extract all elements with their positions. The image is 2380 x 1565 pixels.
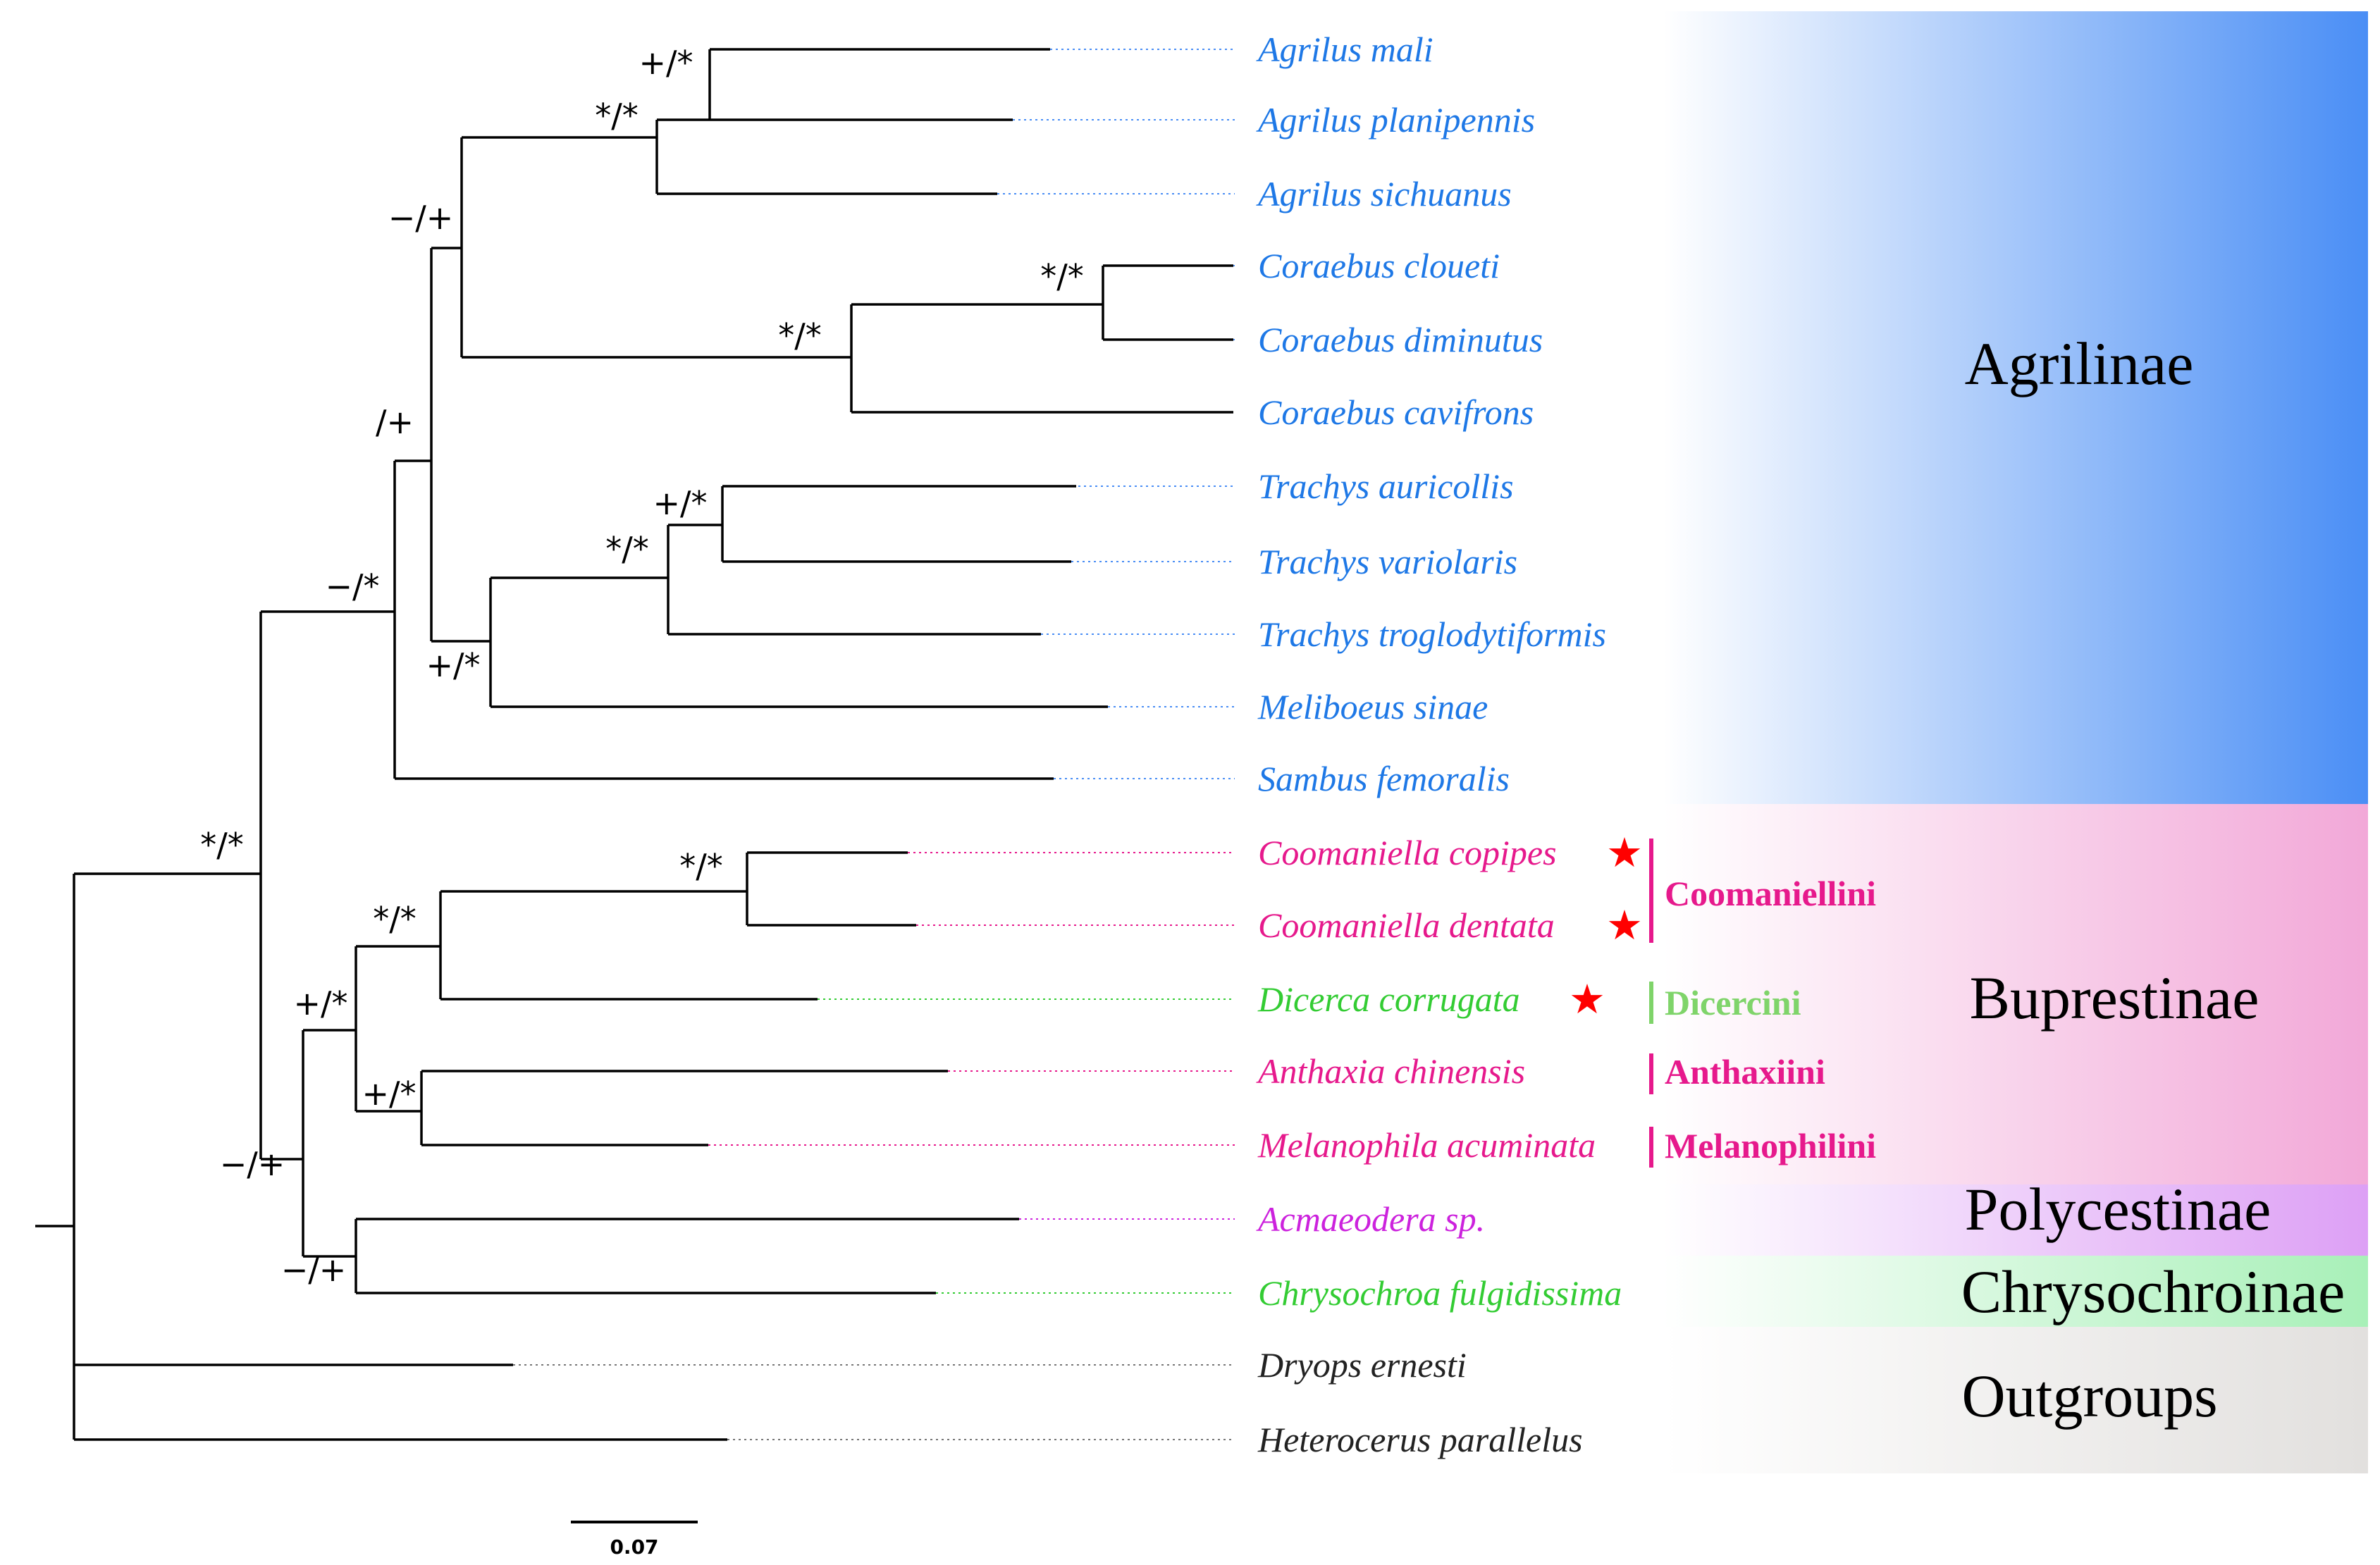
tribe-bar-anthaxiini	[1649, 1053, 1653, 1094]
tip-label: Agrilus planipennis	[1256, 100, 1535, 140]
support-value: −/+	[220, 1145, 285, 1183]
family-label-agrilinae: Agrilinae	[1965, 330, 2194, 397]
tip-label: Heterocerus parallelus	[1257, 1420, 1583, 1459]
support-value: +/*	[653, 484, 707, 522]
new-sequence-star-icon: ★	[1569, 975, 1605, 1023]
band-agrilinae	[1663, 11, 2368, 804]
tip-label: Coomaniella dentata	[1258, 905, 1555, 945]
tribe-bar-melanophilini	[1649, 1127, 1653, 1168]
new-sequence-star-icon: ★	[1606, 829, 1643, 877]
tip-label: Dicerca corrugata	[1257, 979, 1520, 1019]
support-value: */*	[373, 900, 417, 938]
tree-branches	[35, 48, 1233, 1441]
tip-label: Dryops ernesti	[1257, 1345, 1467, 1385]
support-value: */*	[605, 530, 649, 568]
support-values: +/**/*−/+*/**/*/++/**/*+/*−/**/**/**/*+/…	[200, 44, 1084, 1289]
band-buprestinae	[1663, 804, 2368, 1184]
support-value: +/*	[426, 646, 480, 684]
support-value: /+	[376, 403, 414, 441]
tip-label: Trachys variolaris	[1258, 542, 1517, 581]
family-label-chrysochroinae: Chrysochroinae	[1961, 1258, 2345, 1325]
support-value: */*	[778, 316, 822, 354]
family-label-polycestinae: Polycestinae	[1965, 1175, 2271, 1243]
tribe-label-anthaxiini: Anthaxiini	[1665, 1052, 1825, 1091]
tip-label: Agrilus mali	[1256, 30, 1433, 69]
tip-label: Melanophila acuminata	[1257, 1125, 1596, 1165]
support-value: */*	[679, 847, 723, 885]
support-value: */*	[1040, 257, 1084, 295]
tribe-label-coomaniellini: Coomaniellini	[1665, 874, 1876, 913]
tip-label: Sambus femoralis	[1258, 759, 1510, 798]
tip-label: Agrilus sichuanus	[1256, 174, 1512, 214]
family-label-buprestinae: Buprestinae	[1970, 964, 2259, 1032]
tribe-label-melanophilini: Melanophilini	[1665, 1126, 1876, 1165]
band-outgroups	[1663, 1327, 2368, 1473]
support-value: */*	[595, 97, 639, 135]
tip-label: Trachys auricollis	[1258, 466, 1514, 506]
support-value: +/*	[362, 1075, 416, 1113]
support-value: +/*	[293, 984, 347, 1022]
new-sequence-star-icon: ★	[1606, 901, 1643, 949]
family-bands	[1663, 11, 2368, 1473]
tip-label: Acmaeodera sp.	[1256, 1199, 1485, 1239]
tip-label: Coraebus cavifrons	[1258, 392, 1534, 432]
band-chrysochroinae	[1663, 1256, 2368, 1327]
support-value: */*	[200, 826, 244, 864]
tip-label: Coraebus cloueti	[1258, 246, 1500, 285]
tribe-label-dicercini: Dicercini	[1665, 983, 1801, 1022]
support-value: −/+	[281, 1251, 347, 1289]
tribe-bar-dicercini	[1649, 982, 1653, 1024]
scale-bar-label: 0.07	[610, 1535, 658, 1559]
scale-bar: 0.07	[571, 1521, 698, 1559]
tip-label: Coraebus diminutus	[1258, 320, 1543, 359]
tip-label: Meliboeus sinae	[1257, 687, 1488, 726]
support-value: −/*	[325, 567, 379, 605]
tip-leaders	[513, 49, 1235, 1440]
tribe-annotations: Coomaniellini Dicercini Anthaxiini Melan…	[1649, 839, 1876, 1168]
family-label-outgroups: Outgroups	[1961, 1362, 2217, 1430]
tip-label: Anthaxia chinensis	[1256, 1051, 1525, 1091]
tribe-bar-coomaniellini	[1649, 839, 1653, 943]
support-value: +/*	[639, 44, 693, 82]
tip-label: Coomaniella copipes	[1258, 833, 1557, 872]
family-labels: Agrilinae Buprestinae Polycestinae Chrys…	[1961, 330, 2345, 1430]
support-value: −/+	[388, 199, 454, 237]
band-polycestinae	[1663, 1184, 2368, 1256]
tip-label: Chrysochroa fulgidissima	[1258, 1273, 1622, 1313]
tip-label: Trachys troglodytiformis	[1258, 614, 1606, 654]
tip-labels: Agrilus mali Agrilus planipennis Agrilus s…	[1256, 30, 1643, 1459]
